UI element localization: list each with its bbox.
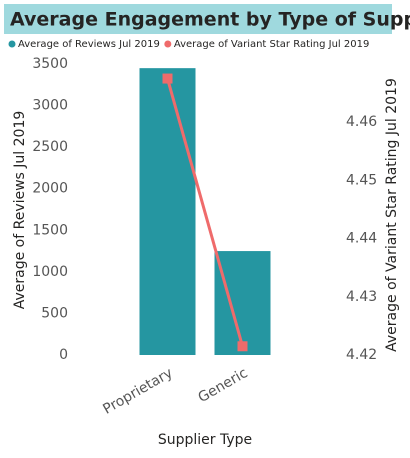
legend-marker bbox=[8, 40, 16, 48]
y2-tick-label: 4.42 bbox=[346, 347, 377, 363]
legend-label: Average of Reviews Jul 2019 bbox=[18, 39, 160, 50]
line-marker bbox=[162, 73, 173, 84]
line bbox=[166, 78, 244, 347]
x-tick-label: Proprietary bbox=[100, 365, 175, 418]
y-tick-label: 3500 bbox=[32, 56, 68, 72]
x-axis-title: Supplier Type bbox=[158, 432, 252, 448]
y-tick-label: 3000 bbox=[32, 98, 68, 114]
y-tick-label: 1500 bbox=[32, 222, 68, 238]
title-banner bbox=[4, 4, 392, 34]
y2-tick-label: 4.44 bbox=[346, 231, 377, 247]
bar bbox=[139, 68, 196, 356]
y2-axis-title: Average of Variant Star Rating Jul 2019 bbox=[384, 78, 400, 352]
y-tick-label: 2500 bbox=[32, 139, 68, 155]
y-tick-label: 500 bbox=[41, 305, 68, 321]
y-axis-title: Average of Reviews Jul 2019 bbox=[12, 111, 28, 310]
chart-title: Average Engagement by Type of Supplier bbox=[10, 9, 410, 31]
legend-marker bbox=[164, 40, 172, 48]
y-tick-label: 0 bbox=[59, 347, 68, 363]
y2-tick-label: 4.46 bbox=[346, 114, 377, 130]
y2-tick-label: 4.45 bbox=[346, 172, 377, 188]
x-tick-label: Generic bbox=[195, 365, 250, 406]
line-marker bbox=[237, 341, 248, 352]
y-tick-label: 1000 bbox=[32, 264, 68, 280]
legend-label: Average of Variant Star Rating Jul 2019 bbox=[174, 39, 370, 50]
bar bbox=[214, 251, 271, 355]
y-tick-label: 2000 bbox=[32, 181, 68, 197]
y2-tick-label: 4.43 bbox=[346, 289, 377, 305]
